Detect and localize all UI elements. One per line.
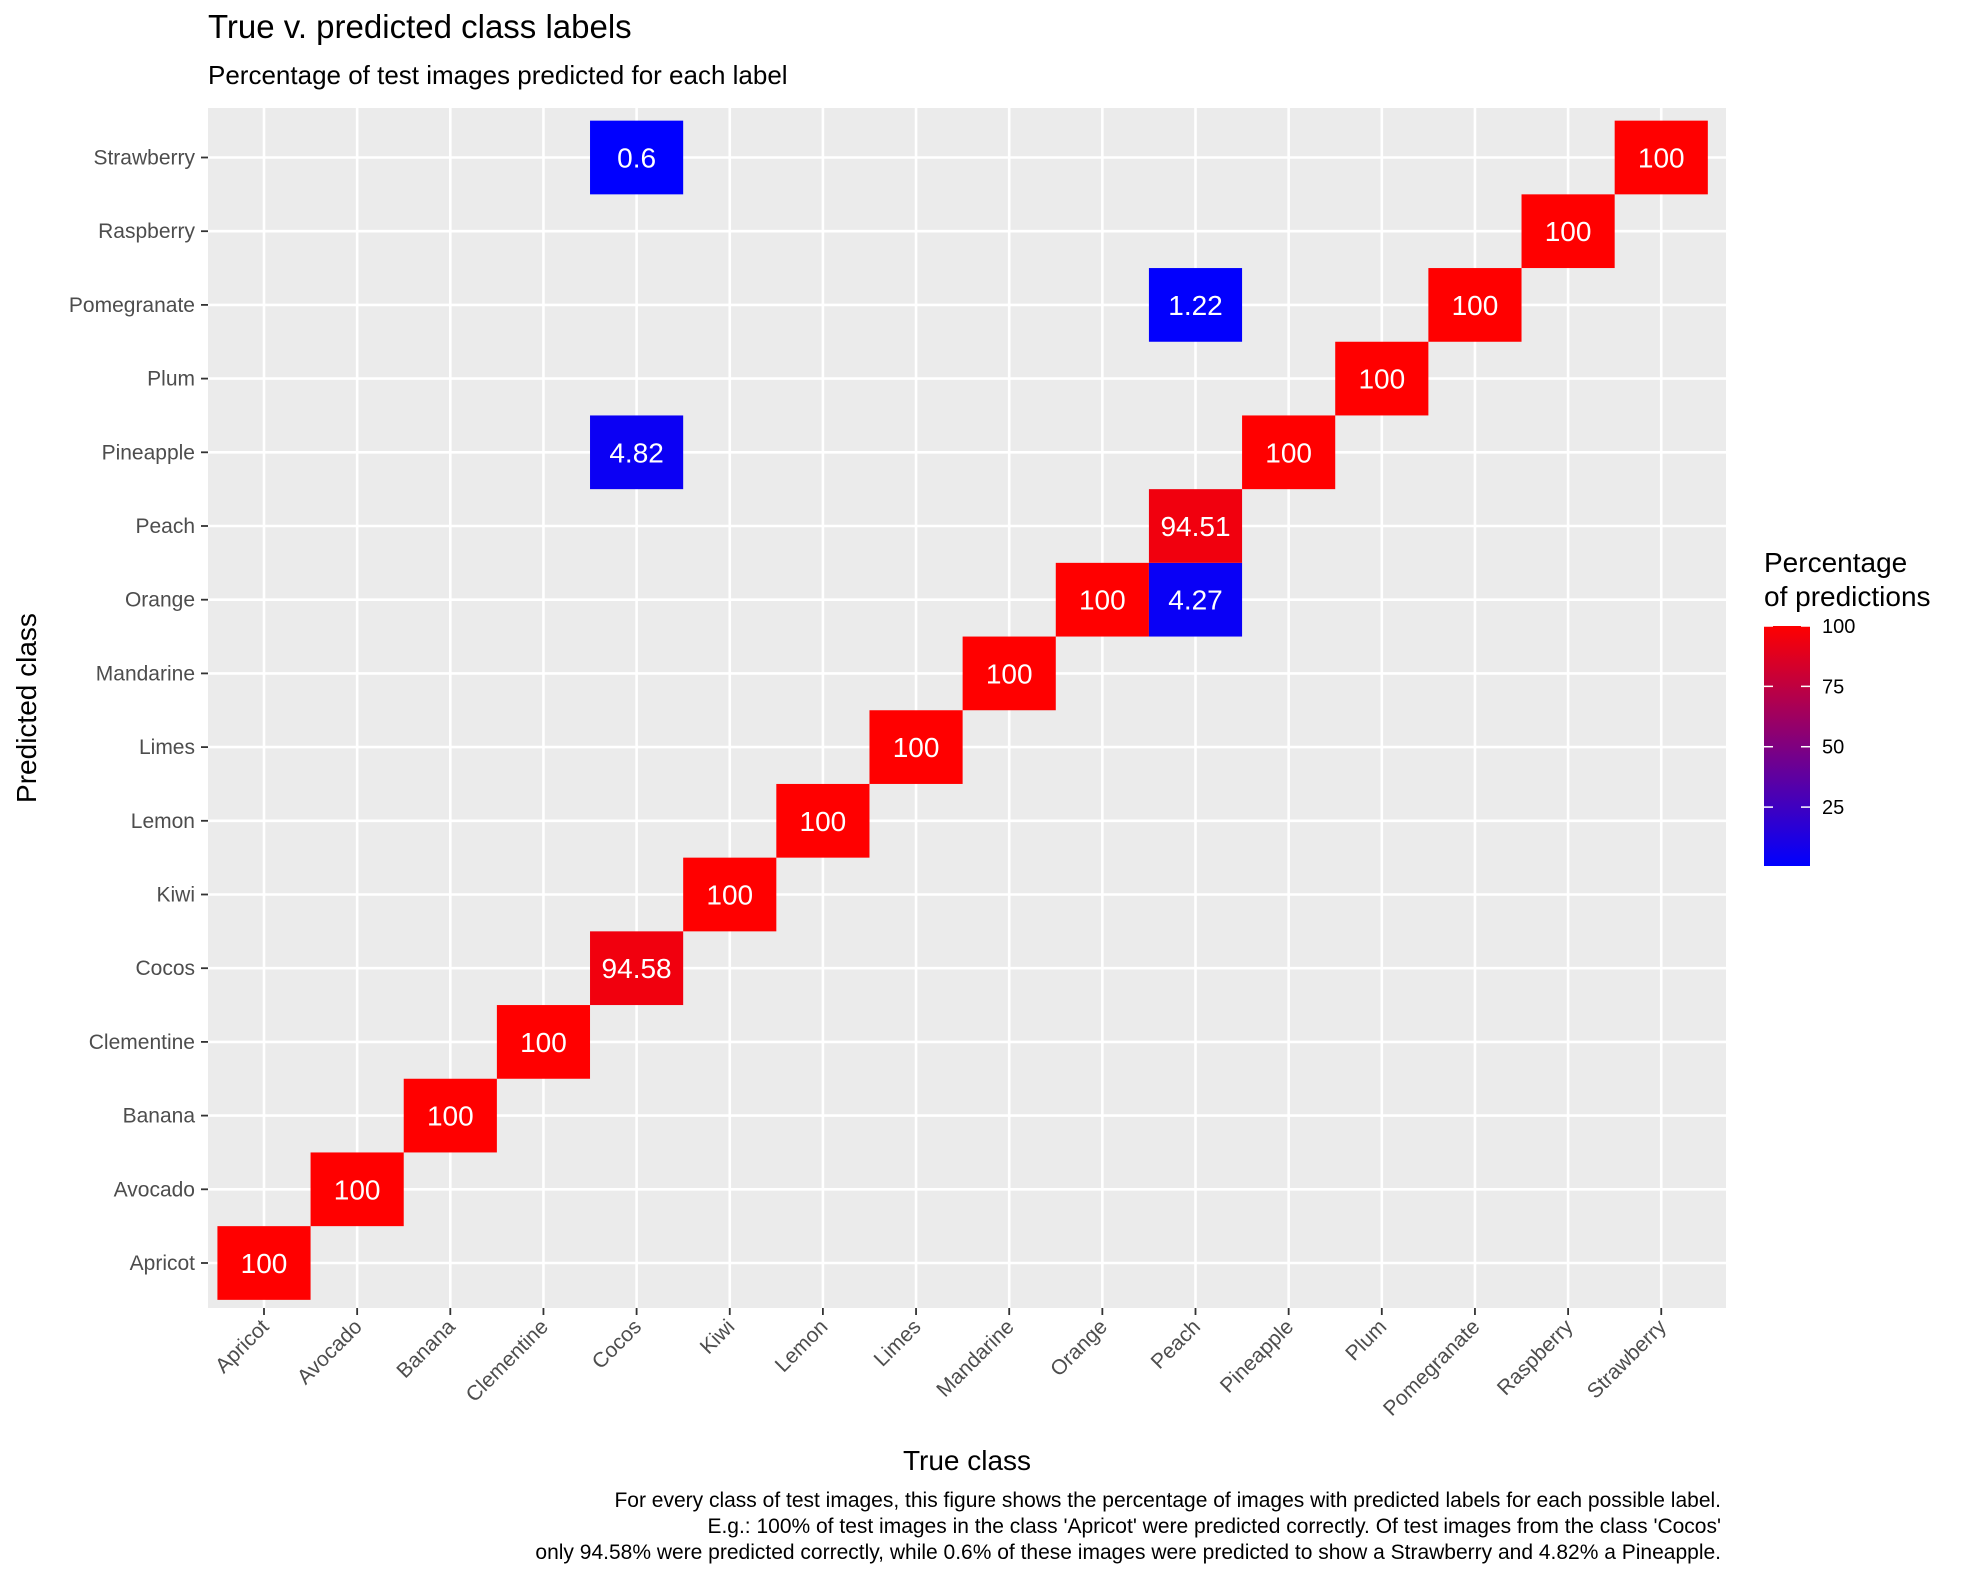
caption-line-2: E.g.: 100% of test images in the class '… (707, 1515, 1721, 1538)
x-tick-label-lemon: Lemon (771, 1315, 833, 1377)
legend-title-line-2: of predictions (1764, 581, 1931, 612)
cell-mandarine-mandarine-label: 100 (986, 658, 1033, 689)
y-tick-label-pineapple: Pineapple (102, 441, 195, 464)
cell-mandarine-mandarine (962, 636, 1056, 711)
x-tick-label-mandarine: Mandarine (932, 1315, 1018, 1401)
cell-raspberry-raspberry-label: 100 (1545, 216, 1592, 247)
cell-strawberry-strawberry (1614, 120, 1708, 195)
y-tick-label-strawberry: Strawberry (93, 147, 195, 170)
x-tick-label-plum: Plum (1341, 1315, 1391, 1365)
x-tick-label-raspberry: Raspberry (1493, 1315, 1578, 1400)
y-tick-label-banana: Banana (123, 1105, 196, 1128)
y-tick-label-orange: Orange (125, 589, 195, 612)
x-tick-label-cocos: Cocos (588, 1315, 646, 1373)
cell-clementine-clementine (496, 1005, 591, 1079)
cell-pomegranate-pomegranate-label: 100 (1452, 290, 1499, 321)
x-tick-label-clementine: Clementine (462, 1315, 553, 1406)
chart-subtitle: Percentage of test images predicted for … (208, 60, 788, 90)
y-tick-label-lemon: Lemon (131, 810, 195, 833)
cell-raspberry-raspberry (1521, 194, 1615, 269)
cell-peach-pomegranate (1148, 268, 1243, 342)
cell-lemon-lemon-label: 100 (800, 806, 847, 837)
x-tick-label-pomegranate: Pomegranate (1379, 1315, 1484, 1420)
y-axis-title: Predicted class (11, 613, 42, 803)
cell-cocos-strawberry (590, 120, 684, 195)
cell-avocado-avocado-label: 100 (334, 1174, 381, 1205)
cell-orange-orange (1055, 562, 1149, 637)
cell-cocos-cocos-label: 94.58 (602, 953, 672, 984)
cell-peach-peach (1148, 489, 1243, 563)
x-tick-label-kiwi: Kiwi (696, 1315, 739, 1358)
heatmap-cells: 100 100 100 100 94.58 4.82 0.6 100 100 100 100 100 4… (217, 120, 1708, 1300)
cell-banana-banana (403, 1078, 497, 1153)
legend-title-line-1: Percentage (1764, 547, 1907, 578)
legend-tick-label-75: 75 (1822, 676, 1844, 698)
cell-pineapple-pineapple-label: 100 (1265, 437, 1312, 468)
y-tick-label-clementine: Clementine (89, 1031, 195, 1054)
y-tick-label-limes: Limes (139, 736, 195, 759)
x-axis-title: True class (903, 1445, 1031, 1476)
y-tick-label-raspberry: Raspberry (98, 220, 195, 243)
cell-orange-orange-label: 100 (1079, 585, 1126, 616)
cell-limes-limes-label: 100 (893, 732, 940, 763)
y-tick-label-cocos: Cocos (135, 957, 195, 980)
x-tick-label-peach: Peach (1147, 1315, 1205, 1373)
legend-tick-label-100: 100 (1822, 616, 1855, 638)
x-tick-label-banana: Banana (392, 1315, 460, 1383)
y-tick-label-apricot: Apricot (130, 1252, 196, 1275)
y-tick-label-kiwi: Kiwi (156, 884, 195, 907)
cell-pomegranate-pomegranate (1428, 268, 1522, 342)
cell-cocos-strawberry-label: 0.6 (617, 143, 656, 174)
cell-peach-orange-label: 4.27 (1168, 585, 1223, 616)
x-tick-label-pineapple: Pineapple (1216, 1315, 1298, 1397)
cell-plum-plum-label: 100 (1358, 364, 1405, 395)
cell-avocado-avocado (310, 1152, 404, 1227)
y-tick-label-pomegranate: Pomegranate (69, 294, 195, 317)
cell-kiwi-kiwi (683, 857, 777, 932)
x-tick-label-apricot: Apricot (211, 1315, 274, 1378)
cell-cocos-cocos (590, 931, 684, 1006)
chart-title: True v. predicted class labels (208, 8, 632, 45)
y-tick-label-mandarine: Mandarine (96, 662, 195, 685)
cell-clementine-clementine-label: 100 (520, 1027, 567, 1058)
x-tick-label-strawberry: Strawberry (1583, 1315, 1671, 1403)
cell-peach-peach-label: 94.51 (1160, 511, 1230, 542)
cell-cocos-pineapple (590, 415, 684, 490)
cell-apricot-apricot-label: 100 (241, 1248, 288, 1279)
x-tick-label-orange: Orange (1046, 1315, 1112, 1381)
cell-pineapple-pineapple (1242, 415, 1336, 490)
cell-kiwi-kiwi-label: 100 (706, 880, 753, 911)
caption-line-1: For every class of test images, this fig… (614, 1489, 1721, 1512)
y-tick-label-avocado: Avocado (114, 1178, 195, 1201)
legend-tick-label-25: 25 (1822, 797, 1844, 819)
cell-lemon-lemon (776, 783, 870, 858)
x-tick-label-limes: Limes (870, 1315, 926, 1371)
y-tick-label-plum: Plum (147, 368, 195, 391)
legend-tick-label-50: 50 (1822, 737, 1844, 759)
chart-caption: For every class of test images, this fig… (121, 1488, 1721, 1566)
y-tick-label-peach: Peach (135, 515, 195, 538)
cell-plum-plum (1335, 341, 1429, 416)
caption-line-3: only 94.58% were predicted correctly, wh… (535, 1541, 1721, 1564)
cell-apricot-apricot (217, 1226, 311, 1300)
x-tick-label-avocado: Avocado (293, 1315, 367, 1389)
cell-strawberry-strawberry-label: 100 (1638, 143, 1685, 174)
cell-peach-pomegranate-label: 1.22 (1168, 290, 1223, 321)
cell-limes-limes (869, 710, 963, 784)
cell-cocos-pineapple-label: 4.82 (609, 437, 664, 468)
cell-peach-orange (1148, 562, 1243, 637)
cell-banana-banana-label: 100 (427, 1101, 474, 1132)
